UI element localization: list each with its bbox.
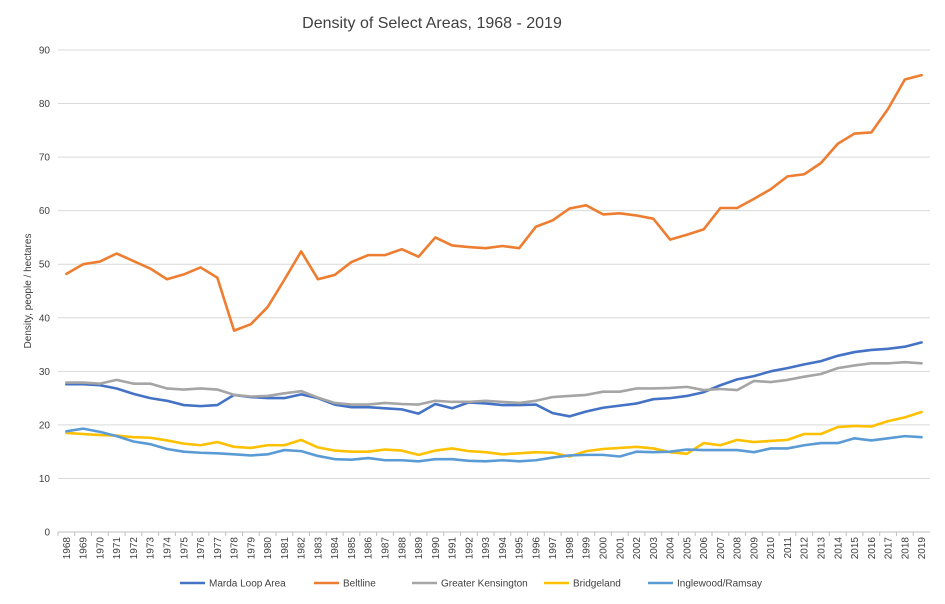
x-tick-label: 2019: [917, 537, 928, 560]
series-line-beltline: [65, 73, 923, 332]
x-tick-label: 1992: [464, 537, 475, 560]
gridlines: [58, 49, 930, 533]
x-tick-label: 2001: [615, 537, 626, 560]
x-tick-label: 2012: [800, 537, 811, 560]
y-tick-label: 90: [39, 46, 51, 57]
legend: Marda Loop Area Beltline Greater Kensingto…: [180, 579, 762, 590]
y-axis-title: Density, people / hectares: [23, 234, 34, 349]
y-tick-label: 80: [39, 99, 51, 110]
series-line-marda-loop-area: [65, 341, 923, 418]
x-tick-label: 2018: [900, 537, 911, 560]
x-tick-label: 1999: [582, 537, 593, 560]
y-tick-label: 30: [39, 367, 51, 378]
x-tick-label: 1991: [448, 537, 459, 560]
y-axis-ticks: 0 10 20 30 40 50 60 70 80 90: [39, 46, 51, 539]
x-tick-label: 2006: [699, 537, 710, 560]
x-tick-label: 1984: [330, 537, 341, 560]
series-lines: [65, 73, 923, 463]
x-tick-label: 2017: [884, 537, 895, 560]
x-tick-label: 2007: [716, 537, 727, 560]
x-tick-label: 1973: [146, 537, 157, 560]
x-tick-label: 2002: [632, 537, 643, 560]
x-tick-label: 1988: [397, 537, 408, 560]
x-tick-label: 2003: [649, 537, 660, 560]
x-tick-label: 1979: [246, 537, 257, 560]
x-tick-label: 1995: [515, 537, 526, 560]
x-tick-label: 2004: [666, 537, 677, 560]
y-tick-label: 70: [39, 153, 51, 164]
x-tick-label: 2015: [850, 537, 861, 560]
x-tick-label: 1990: [431, 537, 442, 560]
x-tick-label: 1982: [297, 537, 308, 560]
legend-label-greater-kensington: Greater Kensington: [441, 579, 528, 590]
x-tick-label: 1985: [347, 537, 358, 560]
x-tick-label: 1996: [531, 537, 542, 560]
x-tick-label: 1975: [179, 537, 190, 560]
y-tick-label: 50: [39, 260, 51, 271]
x-tick-label: 1993: [481, 537, 492, 560]
x-tick-label: 2013: [817, 537, 828, 560]
x-tick-label: 1994: [498, 537, 509, 560]
legend-label-beltline: Beltline: [343, 579, 376, 590]
x-tick-label: 2011: [783, 537, 794, 559]
x-tick-label: 2008: [733, 537, 744, 560]
legend-label-marda-loop-area: Marda Loop Area: [209, 579, 286, 590]
x-tick-label: 1969: [79, 537, 90, 560]
x-tick-label: 1968: [62, 537, 73, 560]
x-tick-label: 1981: [280, 537, 291, 560]
x-axis-ticks: 1968 1969 1970 1971 1972 1973 1974 1975 1976 1977…: [57, 532, 928, 560]
x-tick-label: 2000: [599, 537, 610, 560]
x-tick-label: 2005: [682, 537, 693, 560]
x-tick-label: 2016: [867, 537, 878, 560]
x-tick-label: 2009: [749, 537, 760, 560]
y-tick-label: 60: [39, 206, 51, 217]
x-tick-label: 1974: [163, 537, 174, 560]
series-line-greater-kensington: [65, 360, 923, 406]
x-tick-label: 1972: [129, 537, 140, 560]
x-tick-label: 1998: [565, 537, 576, 560]
y-tick-label: 0: [44, 528, 50, 539]
x-tick-label: 1977: [213, 537, 224, 560]
x-tick-label: 1976: [196, 537, 207, 560]
series-line-bridgeland: [65, 410, 923, 458]
legend-label-inglewood-ramsay: Inglewood/Ramsay: [677, 579, 762, 590]
y-tick-label: 20: [39, 420, 51, 431]
x-tick-label: 1997: [548, 537, 559, 560]
x-tick-label: 1989: [414, 537, 425, 560]
legend-label-bridgeland: Bridgeland: [573, 579, 621, 590]
x-tick-label: 1971: [112, 537, 123, 560]
x-tick-label: 2014: [833, 537, 844, 560]
x-tick-label: 1980: [263, 537, 274, 560]
chart-title: Density of Select Areas, 1968 - 2019: [302, 15, 562, 32]
y-tick-label: 10: [39, 474, 51, 485]
series-line-inglewood-ramsay: [65, 427, 923, 463]
x-tick-label: 1970: [95, 537, 106, 560]
x-tick-label: 2010: [766, 537, 777, 560]
x-tick-label: 1978: [230, 537, 241, 560]
x-tick-label: 1986: [364, 537, 375, 560]
y-tick-label: 40: [39, 313, 51, 324]
x-tick-label: 1987: [381, 537, 392, 560]
x-tick-label: 1983: [313, 537, 324, 560]
